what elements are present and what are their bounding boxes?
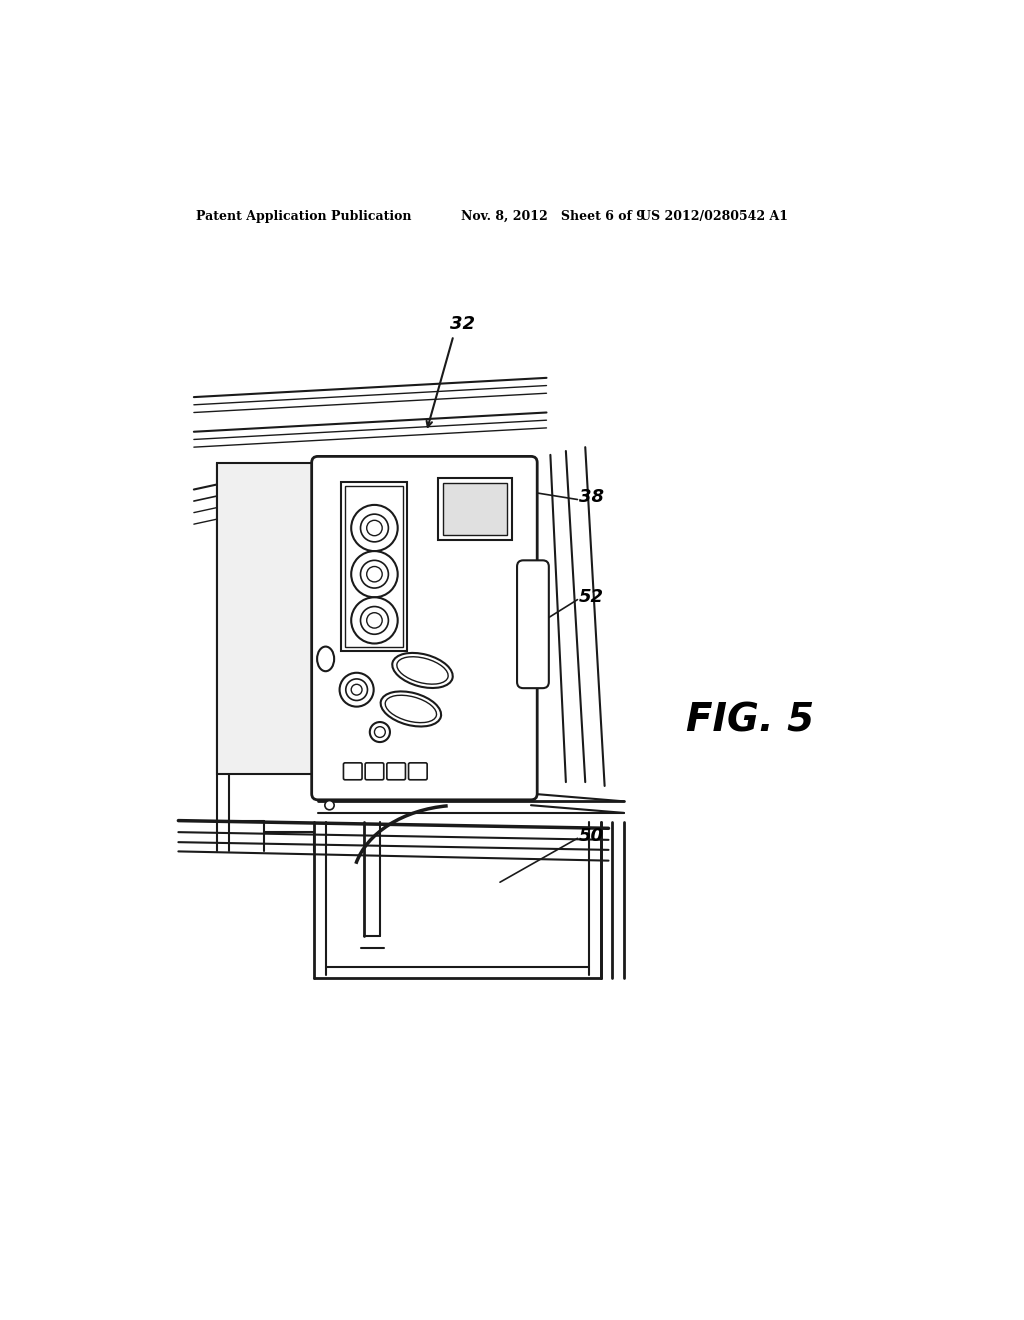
Circle shape xyxy=(367,566,382,582)
Circle shape xyxy=(346,678,368,701)
Text: 52: 52 xyxy=(579,589,604,606)
Bar xyxy=(341,482,407,651)
Bar xyxy=(438,478,512,540)
Ellipse shape xyxy=(397,657,449,684)
Circle shape xyxy=(340,673,374,706)
Text: Patent Application Publication: Patent Application Publication xyxy=(197,210,412,223)
FancyBboxPatch shape xyxy=(409,763,427,780)
Text: US 2012/0280542 A1: US 2012/0280542 A1 xyxy=(640,210,787,223)
FancyBboxPatch shape xyxy=(366,763,384,780)
FancyBboxPatch shape xyxy=(387,763,406,780)
Ellipse shape xyxy=(317,647,334,672)
Bar xyxy=(345,486,403,647)
Circle shape xyxy=(370,722,390,742)
Text: Nov. 8, 2012   Sheet 6 of 9: Nov. 8, 2012 Sheet 6 of 9 xyxy=(461,210,645,223)
Circle shape xyxy=(360,513,388,543)
FancyBboxPatch shape xyxy=(517,561,549,688)
Circle shape xyxy=(351,552,397,597)
FancyBboxPatch shape xyxy=(311,457,538,800)
FancyBboxPatch shape xyxy=(343,763,362,780)
Circle shape xyxy=(351,684,362,696)
Circle shape xyxy=(367,520,382,536)
Circle shape xyxy=(375,726,385,738)
Circle shape xyxy=(360,607,388,635)
Ellipse shape xyxy=(385,696,436,722)
Text: 32: 32 xyxy=(450,315,475,333)
Circle shape xyxy=(367,612,382,628)
Circle shape xyxy=(351,504,397,552)
Circle shape xyxy=(325,800,334,810)
Bar xyxy=(442,483,507,535)
Ellipse shape xyxy=(392,653,453,688)
Text: FIG. 5: FIG. 5 xyxy=(686,701,814,739)
Circle shape xyxy=(351,597,397,644)
Text: 50: 50 xyxy=(579,828,604,845)
Bar xyxy=(217,462,317,775)
Ellipse shape xyxy=(381,692,441,726)
Text: 38: 38 xyxy=(579,488,604,506)
Circle shape xyxy=(360,560,388,589)
